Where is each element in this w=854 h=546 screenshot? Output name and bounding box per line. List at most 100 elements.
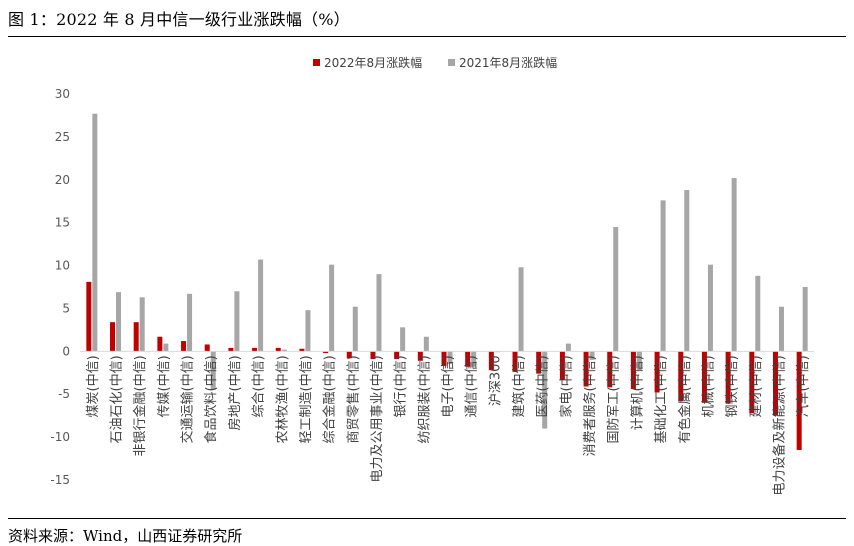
x-tick-label: 国防军工(中信): [606, 355, 622, 443]
bar-2022: [417, 351, 423, 361]
x-tick-label: 钢铁(中信): [725, 355, 740, 417]
bar-2022: [323, 351, 329, 354]
y-tick-label: -5: [58, 387, 70, 401]
legend-label: 2022年8月涨跌幅: [324, 55, 422, 70]
bar-2021: [755, 275, 761, 352]
bar-2021: [471, 351, 477, 367]
bar-2021: [187, 293, 193, 352]
bar-2021: [423, 336, 429, 352]
bar-2022: [181, 341, 187, 352]
bar-2022: [110, 322, 116, 352]
bar-2021: [778, 306, 784, 352]
x-tick-label: 纺织服装(中信): [417, 355, 432, 443]
y-tick-label: 25: [55, 130, 70, 144]
x-tick-label: 有色金属(中信): [677, 355, 693, 443]
x-tick-label: 商贸零售(中信): [345, 355, 361, 443]
x-tick-label: 机械(中信): [701, 355, 716, 417]
bar-2022: [275, 347, 281, 352]
x-tick-label: 银行(中信): [394, 355, 409, 417]
x-tick-label: 电力设备及新能源(中信): [771, 355, 787, 495]
bar-2022: [796, 351, 802, 450]
x-tick-label: 电力及公用事业(中信): [370, 355, 385, 482]
x-tick-label: 通信(中信): [465, 355, 480, 417]
top-rule: [8, 36, 846, 37]
x-tick-label: 房地产(中信): [227, 355, 243, 430]
bar-2022: [157, 336, 163, 352]
bar-2021: [352, 306, 358, 352]
bar-2022: [394, 351, 400, 360]
x-tick-label: 沪深300: [487, 355, 503, 406]
bar-2022: [559, 351, 565, 380]
x-tick-label: 综合(中信): [252, 355, 267, 417]
bar-2021: [329, 264, 335, 352]
bar-2022: [654, 351, 660, 393]
bar-2021: [802, 287, 808, 352]
x-tick-label: 食品饮料(中信): [203, 355, 219, 443]
x-tick-label: 建材(中信): [749, 355, 764, 417]
legend: 2022年8月涨跌幅 2021年8月涨跌幅: [313, 55, 557, 70]
x-tick-label: 电子(中信): [441, 355, 456, 417]
bar-2022: [583, 351, 589, 387]
x-tick-label: 交通运输(中信): [180, 355, 196, 443]
x-tick-label: 医药(中信): [536, 355, 551, 417]
x-tick-label: 建筑(中信): [511, 355, 527, 417]
bar-2021: [636, 351, 642, 371]
bar-2022: [204, 344, 210, 352]
bar-2022: [678, 351, 684, 402]
bar-2021: [305, 310, 311, 352]
bar-2021: [542, 351, 548, 429]
bar-2021: [139, 297, 145, 352]
bar-2022: [536, 351, 542, 374]
y-tick-label: 30: [55, 87, 70, 101]
bar-2022: [772, 351, 778, 416]
legend-swatch: [448, 59, 455, 66]
x-tick-label: 综合金融(中信): [322, 355, 338, 443]
bars: [86, 113, 808, 450]
bar-2021: [116, 292, 122, 352]
y-tick-label: 20: [55, 173, 70, 187]
x-tick-label: 计算机(中信): [630, 355, 645, 430]
bar-2022: [488, 351, 494, 371]
bar-2022: [346, 351, 352, 359]
bar-2021: [589, 351, 595, 360]
x-axis-labels: 煤炭(中信) 石油石化(中信) 非银行金融(中信) 传媒(中信) 交通运输(中信) 食品饮…: [86, 355, 811, 495]
y-tick-label: 15: [55, 216, 70, 230]
bar-2021: [376, 274, 382, 352]
bar-2021: [210, 351, 216, 390]
bar-2022: [86, 281, 92, 352]
bar-2021: [234, 291, 240, 352]
y-tick-label: -15: [50, 473, 70, 487]
y-tick-label: 10: [55, 259, 70, 273]
x-tick-label: 农林牧渔(中信): [275, 355, 290, 443]
x-tick-label: 家电(中信): [558, 355, 574, 417]
bar-2022: [630, 351, 636, 390]
bar-2022: [441, 351, 447, 366]
x-tick-label: 非银行金融(中信): [132, 355, 148, 456]
y-axis: -15 -10 -5 0 5 10 15 20 25 30: [50, 87, 70, 487]
bar-2021: [660, 200, 666, 352]
bar-2021: [258, 259, 264, 352]
bar-2022: [749, 351, 755, 414]
bar-2021: [613, 226, 619, 352]
bar-2022: [252, 347, 258, 352]
bar-2021: [92, 113, 98, 352]
bar-2022: [607, 351, 613, 388]
legend-label: 2021年8月涨跌幅: [459, 55, 557, 70]
bar-2021: [163, 343, 169, 352]
bar-2022: [725, 351, 731, 404]
x-tick-label: 石油石化(中信): [110, 355, 125, 443]
bar-2021: [281, 349, 287, 352]
x-tick-label: 轻工制造(中信): [299, 355, 314, 443]
x-tick-label: 煤炭(中信): [86, 355, 101, 417]
x-tick-label: 汽车(中信): [795, 355, 811, 417]
x-tick-label: 基础化工(中信): [654, 355, 669, 443]
bar-2021: [707, 264, 713, 352]
bar-2022: [299, 348, 305, 352]
x-tick-label: 消费者服务(中信): [582, 355, 598, 456]
bar-2021: [518, 267, 524, 352]
bar-2022: [133, 322, 139, 352]
x-tick-label: 传媒(中信): [157, 355, 172, 417]
bar-2022: [370, 351, 376, 360]
bar-2021: [731, 178, 737, 352]
